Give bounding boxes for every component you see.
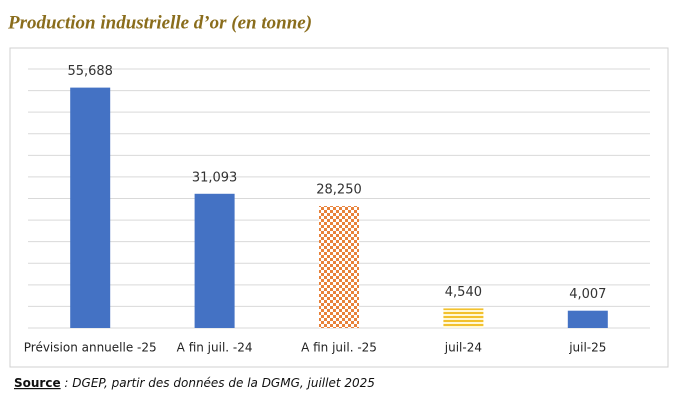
value-label: 4,007	[569, 287, 606, 302]
bar	[194, 193, 235, 328]
chart-frame	[9, 47, 669, 368]
x-tick-label: A fin juil. -25	[301, 341, 377, 355]
bar	[443, 308, 484, 328]
bar	[70, 87, 111, 328]
x-tick-label: juil-24	[444, 341, 482, 355]
source: Source : DGEP, partir des données de la …	[14, 376, 375, 390]
chart-title: Production industrielle d’or (en tonne)	[7, 12, 312, 33]
value-label: 55,688	[67, 64, 113, 79]
x-tick-label: juil-25	[568, 341, 606, 355]
bar	[567, 310, 608, 328]
value-label: 31,093	[192, 170, 238, 185]
bar	[319, 206, 359, 328]
source-label: Source	[14, 376, 61, 390]
value-label: 28,250	[316, 183, 362, 198]
x-tick-label: Prévision annuelle -25	[24, 341, 157, 355]
x-tick-label: A fin juil. -24	[177, 341, 253, 355]
value-label: 4,540	[445, 285, 482, 300]
source-text: : DGEP, partir des données de la DGMG, j…	[61, 376, 375, 390]
